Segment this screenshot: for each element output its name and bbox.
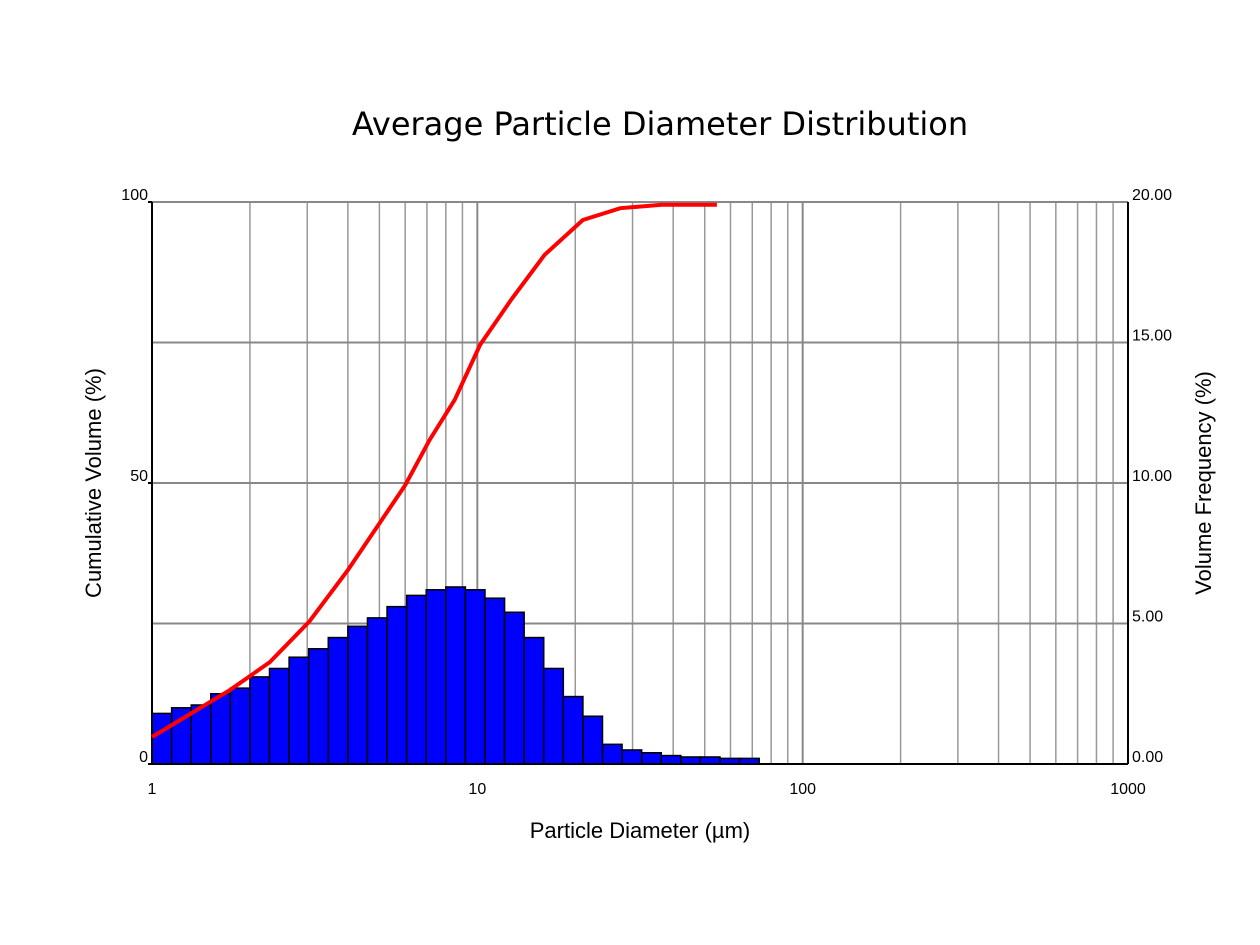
bar	[640, 752, 663, 765]
y2-tick-label: 5.00	[1132, 609, 1163, 626]
bar	[229, 687, 251, 765]
bar	[347, 625, 369, 765]
x-tick-label: 100	[789, 781, 816, 798]
bar	[523, 636, 545, 765]
y2-tick-label: 0.00	[1132, 749, 1163, 766]
bar	[601, 743, 623, 765]
bar	[542, 667, 565, 765]
cumulative-line	[150, 202, 717, 739]
bar	[405, 594, 427, 765]
bar	[366, 617, 388, 765]
bar	[288, 656, 310, 765]
bar	[249, 676, 271, 765]
bar	[307, 648, 330, 765]
chart-title: Average Particle Diameter Distribution	[352, 105, 968, 143]
bar	[680, 756, 702, 765]
y-tick-label: 100	[121, 187, 148, 204]
y2-axis-label: Volume Frequency (%)	[1191, 371, 1216, 595]
x-tick-label: 10	[468, 781, 486, 798]
bar	[327, 636, 349, 765]
bar	[621, 749, 643, 765]
y-axis-label: Cumulative Volume (%)	[81, 368, 106, 598]
bar	[484, 597, 506, 765]
bar	[699, 756, 721, 765]
bar	[151, 712, 173, 765]
x-tick-label: 1	[148, 781, 157, 798]
y2-tick-label: 10.00	[1132, 468, 1172, 485]
bar	[268, 667, 290, 765]
y2-tick-label: 15.00	[1132, 328, 1172, 345]
x-axis-label: Particle Diameter (µm)	[530, 818, 750, 843]
bar	[464, 589, 486, 765]
bar	[386, 605, 408, 765]
bar	[582, 715, 604, 765]
bar	[210, 693, 232, 765]
bar	[503, 611, 525, 765]
y-tick-label: 0	[139, 749, 148, 766]
bar	[425, 589, 447, 765]
y-tick-label: 50	[130, 468, 148, 485]
y2-tick-label: 20.00	[1132, 187, 1172, 204]
bar	[445, 586, 467, 765]
bar	[562, 695, 584, 765]
bar	[660, 754, 682, 765]
x-tick-label: 1000	[1110, 781, 1146, 798]
